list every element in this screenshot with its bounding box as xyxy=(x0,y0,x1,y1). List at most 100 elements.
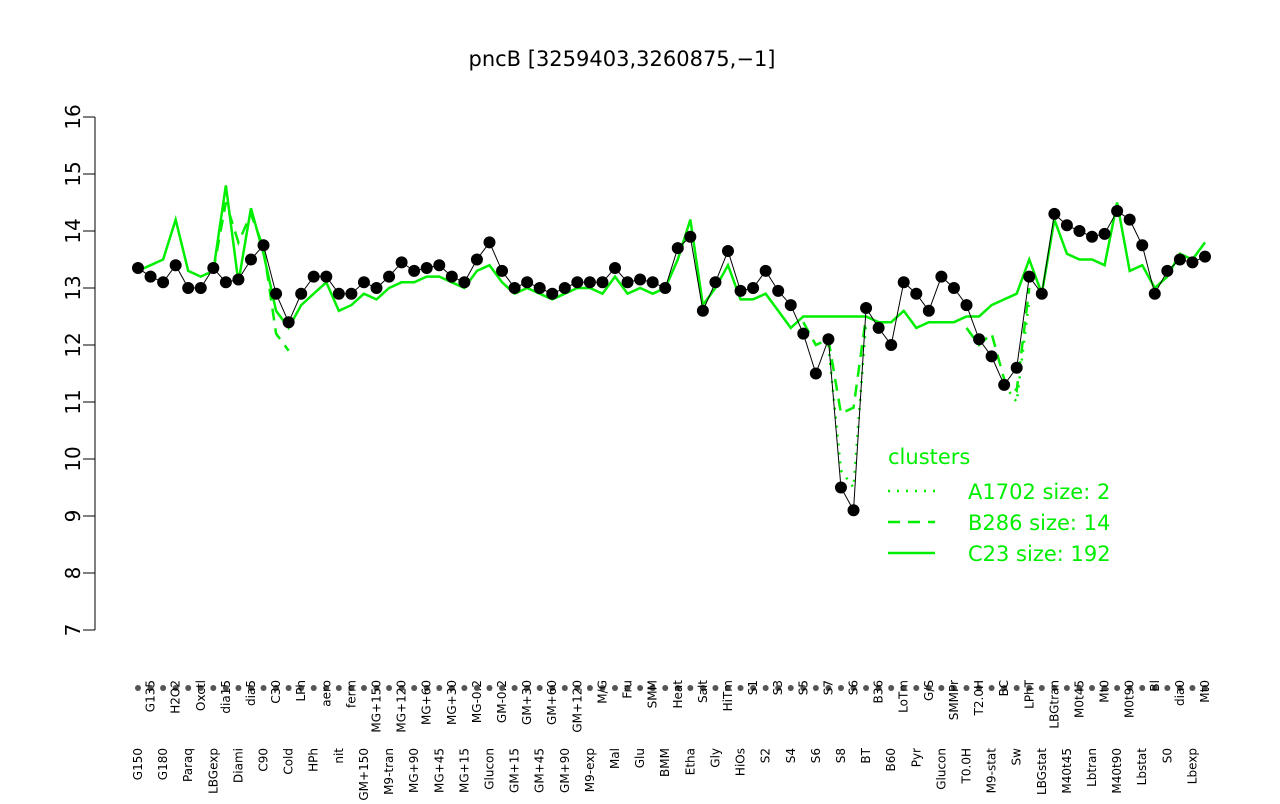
point xyxy=(646,276,659,289)
x-tick-label: HPh xyxy=(307,748,321,772)
rug-mark xyxy=(135,685,141,691)
point xyxy=(998,378,1011,391)
y-tick-label: 9 xyxy=(61,510,85,523)
rug-mark xyxy=(825,685,832,691)
x-tick-label: Heat xyxy=(671,680,685,709)
point xyxy=(671,242,684,255)
x-tick-label: BT xyxy=(859,747,873,763)
rug-mark xyxy=(1038,685,1045,691)
point xyxy=(634,273,647,286)
point xyxy=(734,284,747,297)
x-tick-label: LPh xyxy=(294,680,308,702)
point xyxy=(947,282,960,294)
point xyxy=(1173,253,1186,266)
rug-mark xyxy=(423,685,430,691)
x-tick-label: Mt0 xyxy=(1098,680,1112,703)
point xyxy=(483,236,496,249)
x-tick-label: Diami xyxy=(231,748,245,783)
rug-mark xyxy=(925,685,932,691)
point xyxy=(1048,207,1061,220)
point xyxy=(207,262,220,275)
point xyxy=(696,304,709,317)
rug-mark xyxy=(1176,685,1183,691)
x-tick-label: MG+15 xyxy=(457,748,471,793)
legend-label: A1702 size: 2 xyxy=(968,480,1110,504)
point xyxy=(910,287,923,300)
x-tick-label: Gly xyxy=(708,748,722,768)
x-tick-label: HiOs xyxy=(734,748,748,776)
rug-mark xyxy=(762,685,769,691)
rug-mark xyxy=(561,685,568,691)
rug-mark xyxy=(1151,685,1158,691)
rug-mark xyxy=(1076,685,1083,691)
x-tick-label: T2.0H xyxy=(972,680,986,716)
rug-mark xyxy=(386,685,393,691)
point xyxy=(257,239,270,252)
x-tick-label: LBGtran xyxy=(1047,680,1061,729)
point xyxy=(1161,264,1174,277)
point xyxy=(985,350,998,363)
rug-mark xyxy=(411,685,418,691)
point xyxy=(659,282,672,294)
rug-mark xyxy=(298,685,305,691)
rug-mark xyxy=(837,685,844,691)
rug-mark xyxy=(310,685,317,691)
rug-mark xyxy=(712,685,719,691)
point xyxy=(345,287,358,300)
rug-mark xyxy=(787,685,794,691)
rug-mark xyxy=(775,685,782,691)
point xyxy=(973,333,986,346)
rug-mark xyxy=(574,685,581,691)
x-tick-label: MG+45 xyxy=(432,748,446,793)
point xyxy=(571,276,584,289)
rug-mark xyxy=(536,685,543,691)
x-tick-label: C30 xyxy=(269,680,283,704)
x-tick-label: ferm xyxy=(344,680,358,708)
cluster-line xyxy=(212,202,1031,416)
point xyxy=(822,333,835,346)
point xyxy=(157,276,170,289)
y-tick-label: 15 xyxy=(61,161,85,186)
point xyxy=(307,270,320,283)
x-tick-label: S6 xyxy=(847,680,861,695)
rug-mark xyxy=(511,685,518,691)
x-tick-label: G180 xyxy=(156,748,170,780)
point xyxy=(546,287,559,300)
x-tick-label: nit xyxy=(332,748,346,764)
x-tick-label: Glucon xyxy=(482,748,496,790)
x-tick-label: BMM xyxy=(658,748,672,777)
point xyxy=(1060,219,1073,232)
rug-mark xyxy=(800,685,807,691)
rug-mark xyxy=(398,685,405,691)
x-tick-label: GM+90 xyxy=(558,748,572,793)
x-tick-label: M9-exp xyxy=(583,748,597,792)
rug-mark xyxy=(461,685,468,691)
point xyxy=(1010,361,1023,374)
point xyxy=(1035,287,1048,300)
rug-mark xyxy=(1063,685,1070,691)
rug-mark xyxy=(273,685,280,691)
rug-mark xyxy=(649,685,656,691)
point xyxy=(609,262,622,275)
rug-mark xyxy=(1051,685,1058,691)
point xyxy=(169,259,182,272)
y-tick-label: 8 xyxy=(61,567,85,580)
point xyxy=(458,276,471,289)
chart-title: pncB [3259403,3260875,−1] xyxy=(468,47,775,71)
point xyxy=(558,282,571,294)
x-tick-label: MG+120 xyxy=(395,680,409,733)
x-tick-label: S6 xyxy=(809,748,823,763)
point xyxy=(194,282,207,294)
x-tick-label: Lbtran xyxy=(1085,748,1099,787)
rug-mark xyxy=(260,685,267,691)
x-tick-label: MG+30 xyxy=(445,680,459,725)
rug-mark xyxy=(222,685,229,691)
x-tick-label: dia0 xyxy=(1173,680,1187,706)
rug-mark xyxy=(1026,685,1033,691)
rug-mark xyxy=(1101,685,1108,691)
point xyxy=(721,244,734,257)
point xyxy=(182,282,195,294)
rug-mark xyxy=(486,685,493,691)
x-tick-label: S2 xyxy=(759,748,773,763)
rug-mark xyxy=(448,685,455,691)
